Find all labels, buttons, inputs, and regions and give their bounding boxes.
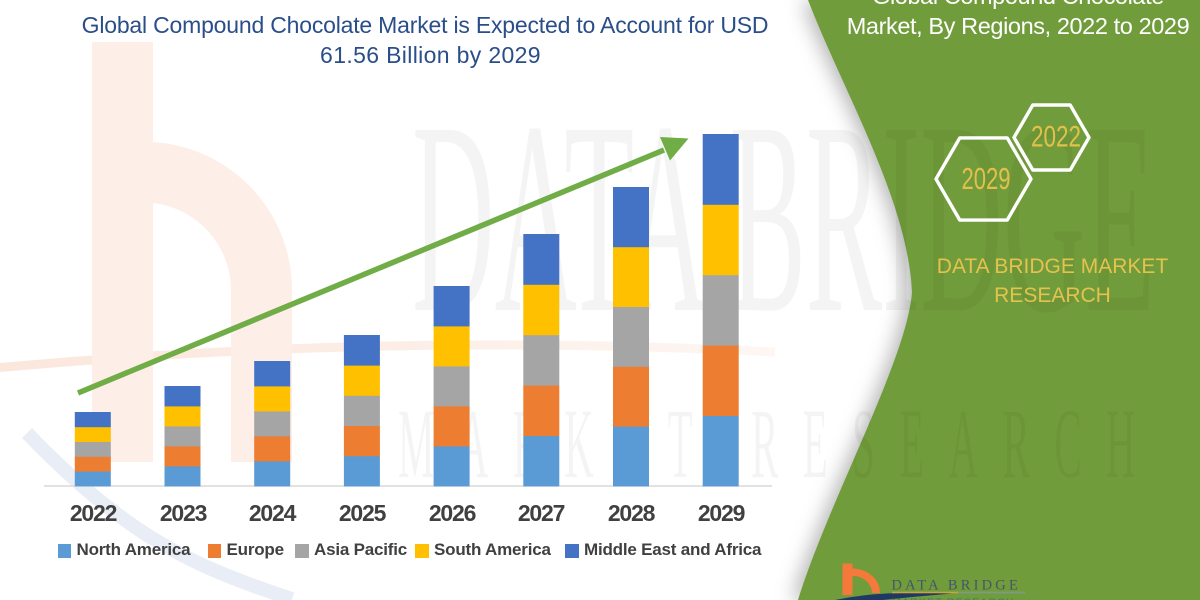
svg-text:2022: 2022	[1031, 121, 1081, 154]
svg-text:MARKET RESEARCH: MARKET RESEARCH	[398, 388, 1160, 499]
svg-text:MARKET RESEARCH: MARKET RESEARCH	[892, 597, 1015, 600]
svg-text:DATA BRIDGE: DATA BRIDGE	[892, 578, 1022, 594]
svg-text:2029: 2029	[962, 161, 1011, 196]
